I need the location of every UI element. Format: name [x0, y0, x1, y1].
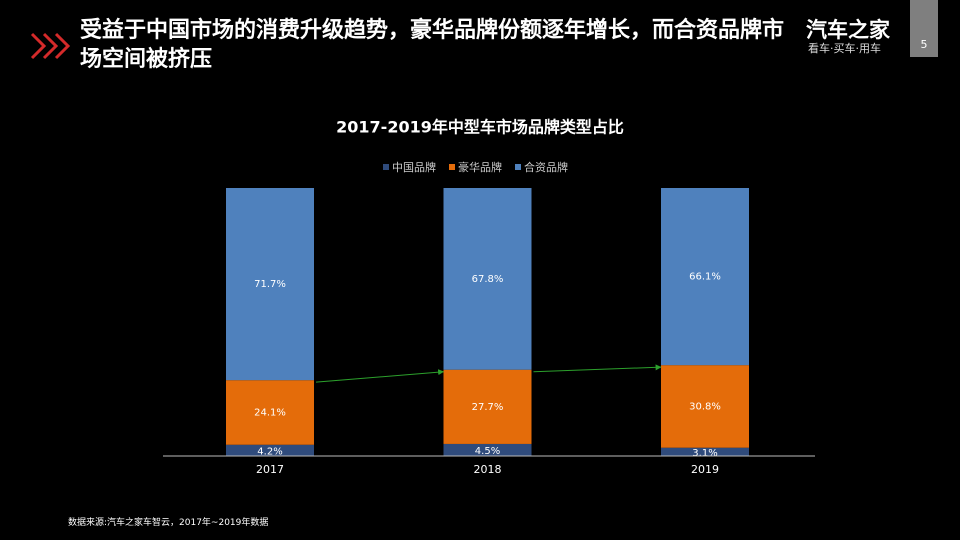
value-label: 30.8% [689, 401, 721, 412]
legend-label: 合资品牌 [524, 160, 568, 174]
bar-segment [226, 380, 314, 445]
page-number: 5 [920, 38, 928, 51]
x-tick-label: 2019 [691, 463, 719, 476]
bar-segment [661, 188, 749, 366]
value-label: 24.1% [254, 407, 286, 418]
bar-segment [226, 444, 314, 456]
logo-slogan: 看车·买车·用车 [808, 42, 881, 55]
legend-swatch [515, 164, 521, 170]
x-tick-label: 2017 [256, 463, 284, 476]
page-number-box [910, 0, 938, 57]
slide-title: 受益于中国市场的消费升级趋势，豪华品牌份额逐年增长，而合资品牌市场空间被挤压 [80, 18, 785, 72]
bar-segment [661, 365, 749, 448]
value-label: 4.2% [257, 446, 282, 457]
x-tick-label: 2018 [474, 463, 502, 476]
bar-segment [443, 188, 532, 370]
trend-arrow [533, 364, 662, 373]
legend-swatch [449, 164, 455, 170]
bar-segment [226, 188, 314, 381]
trend-arrow [315, 369, 445, 383]
legend-swatch [383, 164, 389, 170]
value-label: 66.1% [689, 272, 721, 283]
value-label: 67.8% [472, 274, 504, 285]
bar-segment [443, 443, 532, 456]
legend-label: 豪华品牌 [458, 160, 502, 174]
value-label: 4.5% [475, 446, 500, 457]
bar-segment [661, 447, 749, 456]
value-label: 71.7% [254, 279, 286, 290]
bar-segment [443, 369, 532, 444]
chevrons [30, 32, 71, 60]
footnote: 数据来源:汽车之家车智云，2017年~2019年数据 [68, 518, 269, 528]
value-label: 3.1% [692, 448, 717, 459]
value-label: 27.7% [472, 402, 504, 413]
chart-title: 2017-2019年中型车市场品牌类型占比 [336, 118, 624, 137]
legend-label: 中国品牌 [392, 160, 436, 174]
logo-name: 汽车之家 [806, 18, 890, 42]
